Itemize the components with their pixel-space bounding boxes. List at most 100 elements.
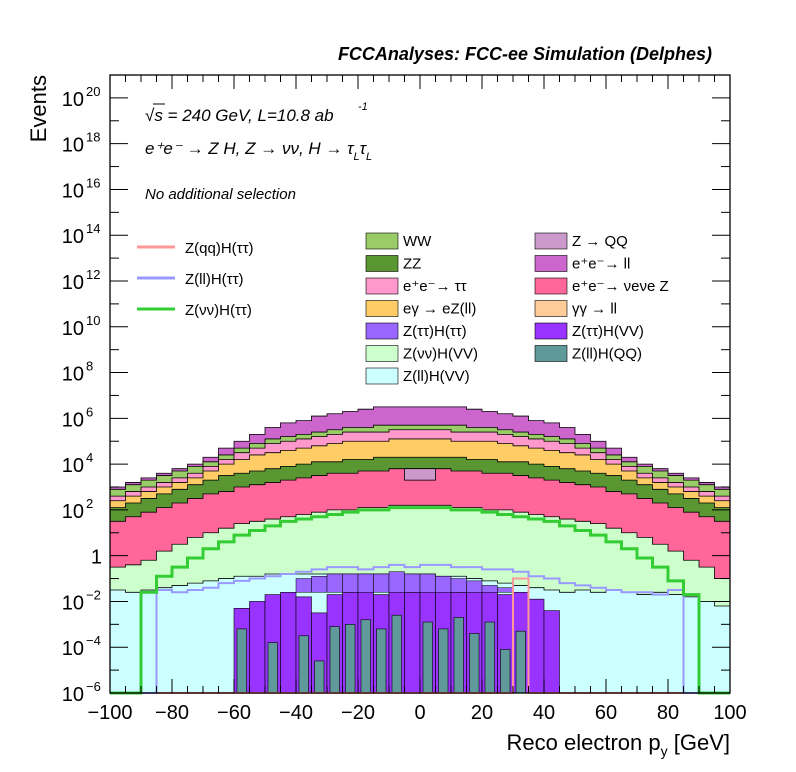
legend-entry: e⁺e⁻→ νeνe Z <box>572 278 669 295</box>
x-tick-label: −100 <box>87 702 132 724</box>
legend-entry: ZZ <box>403 256 421 273</box>
plot-area: −100 −80 −60 −40 −20 0 20 40 60 80 10010−610−410−2… <box>62 74 747 724</box>
y-tick-exponent: 14 <box>86 221 100 236</box>
annotation-process: e⁺e⁻ → Z H, Z → νν, H → τLτL <box>145 139 372 163</box>
series-line-1 <box>110 563 730 694</box>
y-tick-label: 10 <box>62 89 84 111</box>
y-tick-label: 10 <box>62 180 84 202</box>
annotation-block: √s = 240 GeV, L=10.8 ab -1 e⁺e⁻ → Z H, Z… <box>145 101 372 203</box>
y-tick-label: 10 <box>62 318 84 340</box>
x-axis-label: Reco electron py [GeV] <box>507 730 730 759</box>
bar-Ztautau-HVV <box>543 610 560 694</box>
legend-fill-swatch <box>534 232 568 250</box>
y-tick-label: 10 <box>62 684 84 706</box>
y-tick-label: 10 <box>62 409 84 431</box>
y-tick-exponent: 6 <box>86 404 93 419</box>
legend-fill-swatch <box>365 232 399 250</box>
bar-Ztautau-Htautau <box>404 573 421 593</box>
legend-fill-swatch <box>534 345 568 362</box>
legend-entry: Z(qq)H(ττ) <box>185 240 254 257</box>
legend-entry: Z(νν)H(ττ) <box>185 302 252 319</box>
legend-fill-swatch <box>365 255 399 272</box>
bar-Zll-HQQ <box>515 630 526 694</box>
y-tick-exponent: 12 <box>86 267 100 282</box>
bar-Ztautau-Htautau <box>295 578 312 593</box>
bar-Ztautau-Htautau <box>497 587 514 593</box>
y-tick-exponent: 18 <box>86 130 100 145</box>
x-tick-label: 20 <box>471 702 493 724</box>
bar-Ztautau-Htautau <box>342 573 359 593</box>
bar-Ztautau-Htautau <box>388 571 405 593</box>
legend-fill-swatch <box>534 255 568 272</box>
legend-fill-swatch <box>365 322 399 340</box>
bar-Zll-HQQ <box>453 617 464 694</box>
bar-Ztautau-HVV <box>249 601 266 694</box>
y-tick-exponent: 4 <box>86 450 93 465</box>
bar-Ztautau-Htautau <box>326 573 343 593</box>
legend-entry: γγ → ll <box>572 301 617 318</box>
x-tick-label: −80 <box>155 702 189 724</box>
bar-Z-QQ <box>404 468 436 481</box>
x-tick-label: −20 <box>341 702 375 724</box>
y-tick-exponent: −2 <box>86 587 101 602</box>
bar-Zll-HQQ <box>360 619 371 694</box>
bar-Ztautau-HVV <box>280 591 297 694</box>
y-tick-exponent: 20 <box>86 84 100 99</box>
legend-fill-swatch <box>365 300 399 317</box>
y-tick-exponent: 2 <box>86 496 93 511</box>
y-tick-label: 1 <box>91 547 102 569</box>
y-tick-label: 10 <box>62 638 84 660</box>
bar-Ztautau-Htautau <box>357 573 374 593</box>
y-tick-exponent: −4 <box>86 633 101 648</box>
legend-entry: eγ → eZ(ll) <box>403 301 476 318</box>
y-axis-label: Events <box>26 75 51 142</box>
legend-fill-swatch <box>365 277 399 295</box>
bar-Zll-HQQ <box>267 642 278 694</box>
x-tick-label: 40 <box>533 702 555 724</box>
series-line-2 <box>110 506 730 695</box>
bar-Zll-HQQ <box>329 626 340 694</box>
legend-entry: Z(ll)H(QQ) <box>572 346 642 363</box>
y-tick-exponent: 16 <box>86 175 100 190</box>
y-tick-label: 10 <box>62 135 84 157</box>
bar-Zll-HQQ <box>314 660 325 694</box>
bar-Zll-HQQ <box>345 624 356 694</box>
y-tick-label: 10 <box>62 592 84 614</box>
legend-entry: Z(ll)H(VV) <box>403 368 470 385</box>
legend-entry: WW <box>403 233 432 250</box>
legend-fill-swatch <box>534 277 568 295</box>
legend-fill-swatch <box>534 300 568 317</box>
chart-header: FCCAnalyses: FCC-ee Simulation (Delphes) <box>338 44 712 64</box>
legend-fill-swatch <box>365 367 399 385</box>
bar-Zll-HQQ <box>500 649 511 694</box>
legend-entry: Z(νν)H(VV) <box>403 346 478 363</box>
legend-entry: e⁺e⁻→ ll <box>572 256 630 273</box>
bar-Ztautau-Htautau <box>435 576 452 593</box>
bar-Zll-HQQ <box>484 621 495 694</box>
bar-Zll-HQQ <box>438 628 449 694</box>
bar-Zll-HQQ <box>376 628 387 694</box>
bar-Ztautau-HVV <box>528 598 545 694</box>
y-tick-label: 10 <box>62 501 84 523</box>
bar-Ztautau-Htautau <box>450 578 467 593</box>
y-tick-label: 10 <box>62 455 84 477</box>
bar-Zll-HQQ <box>422 621 433 694</box>
bar-Ztautau-Htautau <box>481 585 498 593</box>
bar-Zll-HQQ <box>298 635 309 694</box>
x-tick-label: 80 <box>657 702 679 724</box>
legend-fill-swatch <box>365 345 399 362</box>
bar-Ztautau-Htautau <box>311 576 328 593</box>
bar-Zll-HQQ <box>469 633 480 694</box>
axis-ticks: −100 −80 −60 −40 −20 0 20 40 60 80 10010−610−410−2… <box>62 75 747 724</box>
annotation-selection: No additional selection <box>145 186 296 203</box>
x-tick-label: 0 <box>414 702 425 724</box>
legend: Z(qq)H(ττ) Z(ll)H(ττ) Z(νν)H(ττ) WW ZZ e⁺e⁻→ … <box>137 232 669 385</box>
x-tick-label: −40 <box>279 702 313 724</box>
annotation-lumi-exponent: -1 <box>358 101 368 113</box>
legend-entry: Z(ττ)H(VV) <box>572 323 644 340</box>
bar-Ztautau-Htautau <box>373 573 390 593</box>
x-tick-label: 60 <box>595 702 617 724</box>
bar-Ztautau-Htautau <box>419 573 436 593</box>
bar-Zll-HQQ <box>391 614 402 694</box>
